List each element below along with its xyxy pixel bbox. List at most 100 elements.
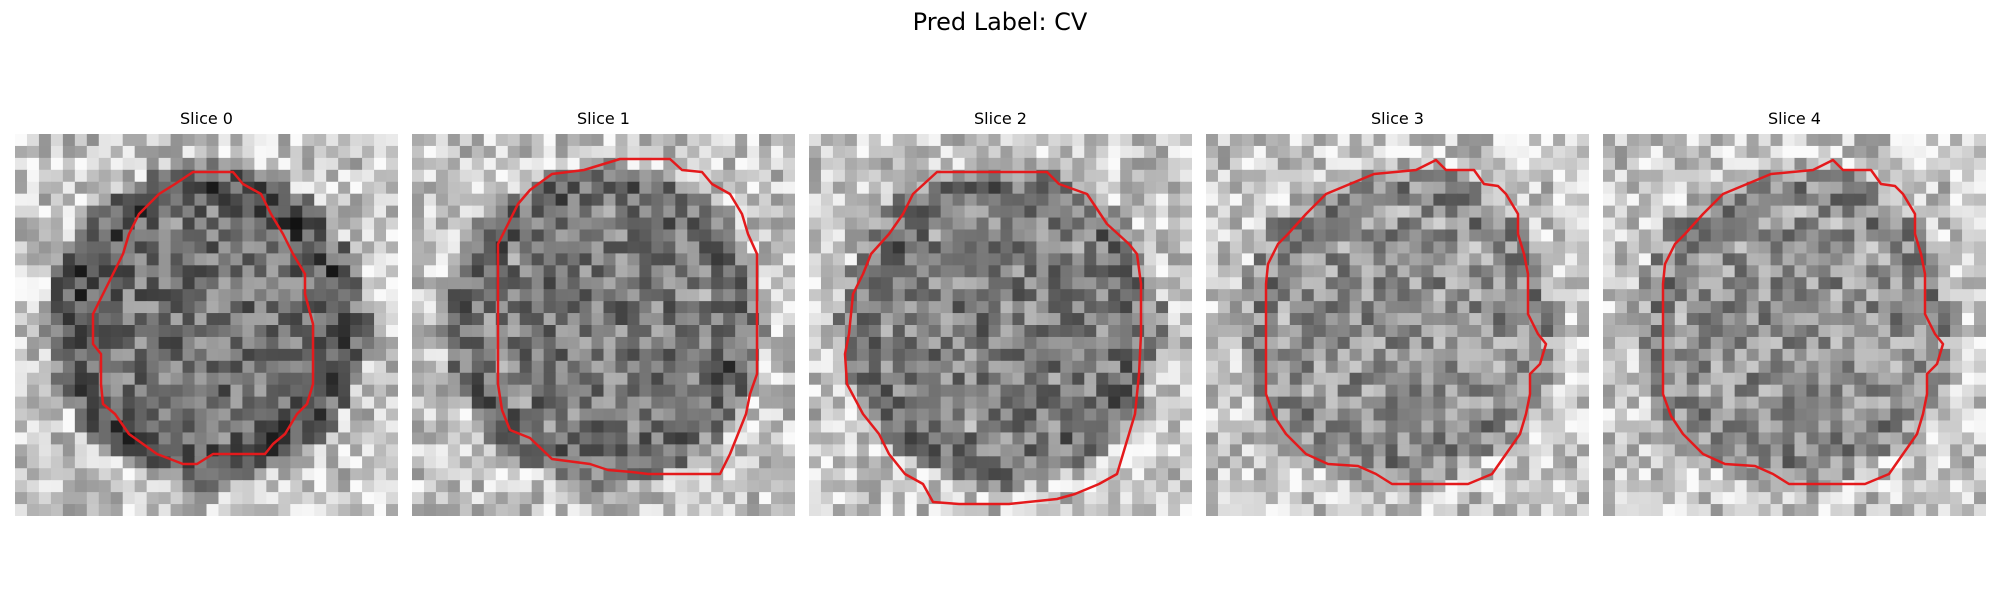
pixel (1409, 193, 1423, 207)
pixel (1421, 432, 1435, 445)
pixel (134, 289, 148, 302)
pixel (326, 217, 339, 231)
pixel (1686, 336, 1700, 350)
pixel (98, 193, 112, 207)
pixel (170, 444, 184, 457)
pixel (435, 157, 449, 171)
pixel (1577, 325, 1589, 338)
slice-title-1: Slice 1 (577, 109, 630, 128)
pixel (447, 181, 461, 195)
pixel (1253, 205, 1267, 219)
pixel (447, 492, 461, 505)
pixel (1084, 492, 1097, 505)
pixel (242, 205, 255, 219)
pixel (1361, 432, 1375, 445)
pixel (1036, 289, 1049, 302)
pixel (242, 241, 255, 254)
pixel (1156, 325, 1169, 338)
pixel (1866, 253, 1879, 266)
pixel (1072, 420, 1085, 434)
pixel (206, 241, 220, 254)
pixel (242, 480, 255, 493)
pixel (1854, 301, 1867, 314)
pixel (206, 420, 220, 434)
pixel (1409, 169, 1423, 183)
pixel (928, 432, 942, 445)
pixel (1626, 420, 1640, 434)
pixel (1325, 336, 1339, 350)
pixel (904, 384, 918, 398)
pixel (639, 205, 652, 219)
pixel (1638, 205, 1652, 219)
pixel (1433, 205, 1446, 219)
pixel (1385, 157, 1399, 171)
pixel (1854, 348, 1867, 362)
pixel (1902, 444, 1915, 457)
pixel (1674, 253, 1688, 266)
pixel (1012, 444, 1026, 457)
pixel (1012, 193, 1026, 207)
pixel (1553, 205, 1566, 219)
pixel (531, 408, 545, 422)
pixel (1950, 169, 1963, 183)
pixel (615, 289, 629, 302)
pixel (423, 301, 437, 314)
pixel (1325, 372, 1339, 386)
pixel (170, 504, 184, 516)
pixel (687, 289, 700, 302)
pixel (302, 480, 315, 493)
pixel (1577, 313, 1589, 326)
pixel (856, 480, 870, 493)
pixel (1878, 241, 1891, 254)
pixel (98, 169, 112, 183)
pixel (1108, 241, 1121, 254)
pixel (290, 241, 303, 254)
pixel (1144, 408, 1157, 422)
pixel (374, 336, 387, 350)
pixel (134, 372, 148, 386)
pixel (447, 193, 461, 207)
pixel (435, 229, 449, 243)
pixel (771, 193, 784, 207)
pixel (1481, 432, 1494, 445)
pixel (687, 372, 700, 386)
pixel (832, 420, 846, 434)
pixel (435, 384, 449, 398)
pixel (687, 396, 700, 410)
pixel (1481, 169, 1494, 183)
pixel (326, 265, 339, 278)
figure-title: Pred Label: CV (912, 8, 1088, 36)
pixel (1770, 277, 1784, 290)
pixel (820, 492, 834, 505)
pixel (1253, 265, 1267, 278)
pixel (627, 384, 641, 398)
pixel (15, 145, 28, 159)
pixel (1000, 420, 1014, 434)
pixel (1469, 456, 1482, 469)
pixel (278, 181, 291, 195)
pixel (50, 384, 64, 398)
pixel (1650, 229, 1664, 243)
pixel (1277, 193, 1291, 207)
pixel (507, 301, 521, 314)
pixel (146, 241, 160, 254)
pixel (1722, 432, 1736, 445)
pixel (1012, 325, 1026, 338)
pixel (483, 396, 497, 410)
pixel (1373, 193, 1387, 207)
pixel (1385, 432, 1399, 445)
pixel (314, 360, 327, 374)
pixel (759, 408, 772, 422)
pixel (1048, 420, 1061, 434)
pixel (374, 504, 387, 516)
pixel (928, 134, 942, 147)
pixel (1902, 396, 1915, 410)
pixel (1854, 181, 1867, 195)
pixel (1686, 360, 1700, 374)
pixel (1770, 229, 1784, 243)
pixel (832, 480, 846, 493)
pixel (1493, 301, 1506, 314)
pixel (86, 372, 100, 386)
pixel (1710, 444, 1724, 457)
pixel (471, 241, 485, 254)
